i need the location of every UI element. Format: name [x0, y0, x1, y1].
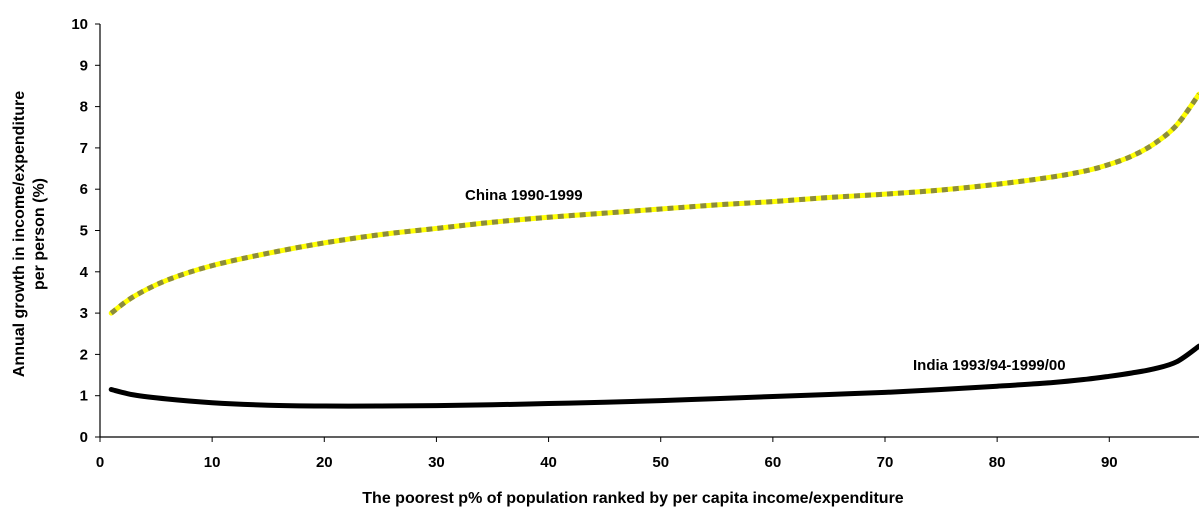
x-axis-title: The poorest p% of population ranked by p… — [362, 490, 904, 507]
y-tick-label: 9 — [80, 57, 88, 74]
y-axis-title-line-1: Annual growth in income/expenditure — [11, 91, 28, 377]
series-line-china-dash — [109, 92, 1199, 316]
x-tick-label: 70 — [877, 454, 894, 471]
x-tick-label: 20 — [316, 454, 333, 471]
x-tick-label: 10 — [204, 454, 221, 471]
y-axis-title-line-2: per person (%) — [31, 178, 48, 290]
series-line-india — [108, 343, 1199, 409]
y-tick-label: 5 — [80, 223, 88, 240]
x-tick-label: 90 — [1101, 454, 1118, 471]
y-tick-label: 7 — [80, 140, 88, 157]
y-tick-label: 4 — [80, 264, 89, 281]
ticks-layer: 0 1 2 3 4 5 6 7 8 9 10 0 10 20 30 40 50 60 70 80 90 — [71, 16, 1117, 471]
x-tick-label: 60 — [765, 454, 782, 471]
y-tick-label: 6 — [80, 181, 88, 198]
x-tick-label: 80 — [989, 454, 1006, 471]
x-tick-label: 50 — [652, 454, 669, 471]
series-layer — [108, 91, 1199, 409]
series-label-china: China 1990-1999 — [465, 187, 583, 204]
x-tick-label: 0 — [96, 454, 104, 471]
y-tick-label: 2 — [80, 346, 88, 363]
y-tick-label: 10 — [71, 16, 88, 33]
x-tick-label: 30 — [428, 454, 445, 471]
x-tick-label: 40 — [540, 454, 557, 471]
labels-layer: The poorest p% of population ranked by p… — [11, 91, 1066, 507]
y-tick-label: 1 — [80, 388, 88, 405]
series-label-india: India 1993/94-1999/00 — [913, 357, 1066, 374]
y-tick-label: 8 — [80, 99, 88, 116]
series-line-china — [108, 91, 1199, 316]
y-tick-label: 0 — [80, 429, 88, 446]
axes-layer — [99, 24, 1199, 438]
y-tick-label: 3 — [80, 305, 88, 322]
